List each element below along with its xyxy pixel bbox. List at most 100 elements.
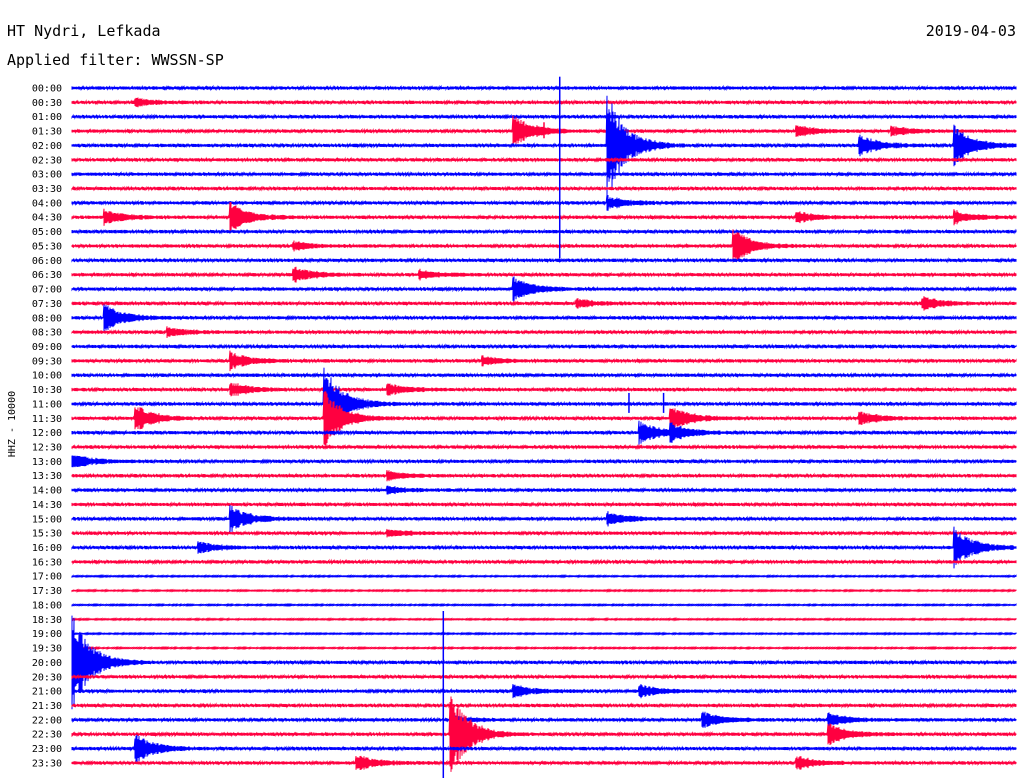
row-time-label: 15:30 (32, 529, 62, 540)
seismic-trace (71, 296, 1017, 311)
row-time-label: 19:00 (32, 629, 62, 640)
row-time-label: 03:00 (32, 170, 62, 181)
row-time-label: 22:00 (32, 715, 62, 726)
row-time-label: 10:00 (32, 371, 62, 382)
row-time-label: 06:30 (32, 270, 62, 281)
row-time-label: 23:30 (32, 758, 62, 769)
row-time-label: 05:00 (32, 227, 62, 238)
date-label: 2019-04-03 (925, 22, 1016, 40)
seismic-trace (71, 455, 1017, 468)
row-time-label: 06:00 (32, 256, 62, 267)
seismic-trace (71, 382, 1017, 397)
row-time-label: 20:30 (32, 672, 62, 683)
row-time-label: 12:00 (32, 428, 62, 439)
seismic-trace (71, 696, 1017, 772)
seismic-trace (71, 326, 1017, 338)
row-time-label: 16:30 (32, 557, 62, 568)
seismic-trace (71, 113, 1017, 120)
seismic-trace (71, 371, 1017, 379)
seismic-trace (71, 350, 1017, 372)
row-time-label: 22:30 (32, 730, 62, 741)
seismic-trace (71, 170, 1017, 178)
row-time-label: 05:30 (32, 241, 62, 252)
seismic-trace (71, 470, 1017, 482)
seismic-trace (71, 673, 1017, 681)
seismic-trace (71, 84, 1017, 92)
seismic-trace (71, 156, 1017, 164)
station-title: HT Nydri, Lefkada (7, 22, 161, 40)
seismic-trace (71, 573, 1017, 579)
row-time-label: 13:00 (32, 457, 62, 468)
seismic-trace (71, 504, 1017, 533)
seismic-trace (71, 645, 1017, 651)
seismic-trace (71, 185, 1017, 192)
seismic-trace (71, 702, 1017, 709)
seismic-trace (71, 526, 1017, 569)
seismic-trace (71, 615, 1017, 710)
seismic-trace (71, 711, 1017, 728)
seismic-trace (71, 343, 1017, 350)
row-time-label: 08:00 (32, 313, 62, 324)
row-time-label: 04:30 (32, 213, 62, 224)
row-time-label: 23:00 (32, 744, 62, 755)
seismic-trace (71, 97, 1017, 108)
seismic-trace (71, 391, 1017, 446)
row-time-label: 10:30 (32, 385, 62, 396)
row-time-label: 09:00 (32, 342, 62, 353)
seismic-trace (71, 202, 1017, 233)
seismic-trace (71, 367, 1017, 441)
seismic-trace (71, 485, 1017, 495)
trace-group (71, 76, 1017, 778)
seismic-trace (71, 528, 1017, 538)
row-time-label: 01:00 (32, 112, 62, 123)
row-time-label: 18:00 (32, 600, 62, 611)
seismic-trace (71, 617, 1017, 622)
seismic-trace (71, 501, 1017, 508)
seismic-trace (71, 631, 1017, 636)
seismic-trace (71, 558, 1017, 566)
seismic-trace (71, 304, 1017, 332)
seismic-trace (71, 443, 1017, 451)
row-time-label: 14:30 (32, 500, 62, 511)
seismic-trace (71, 684, 1017, 699)
row-time-label: 20:00 (32, 658, 62, 669)
row-time-label: 08:30 (32, 328, 62, 339)
row-time-label: 02:30 (32, 155, 62, 166)
row-time-label: 21:30 (32, 701, 62, 712)
row-time-label: 00:00 (32, 84, 62, 95)
row-time-label: 18:30 (32, 615, 62, 626)
seismic-trace (71, 734, 1017, 763)
tick-labels: 00:00 00:30 01:00 01:30 02:00 02:30 03:00 03:30… (32, 84, 62, 770)
row-time-label: 11:00 (32, 399, 62, 410)
seismic-trace (71, 95, 1017, 196)
seismic-trace (71, 228, 1017, 235)
seismic-trace (71, 602, 1017, 608)
seismic-trace (71, 257, 1017, 264)
row-time-label: 02:00 (32, 141, 62, 152)
row-time-label: 17:30 (32, 586, 62, 597)
row-time-label: 03:30 (32, 184, 62, 195)
filter-label: Applied filter: WWSSN-SP (7, 51, 224, 69)
row-time-label: 01:30 (32, 127, 62, 138)
row-time-label: 13:30 (32, 471, 62, 482)
row-time-label: 17:00 (32, 572, 62, 583)
seismic-trace (71, 229, 1017, 263)
seismic-trace (71, 588, 1017, 593)
row-time-label: 14:00 (32, 486, 62, 497)
channel-label: HHZ - 10000 (7, 391, 18, 457)
row-time-label: 00:30 (32, 98, 62, 109)
row-time-label: 15:00 (32, 514, 62, 525)
row-time-label: 16:00 (32, 543, 62, 554)
row-time-label: 11:30 (32, 414, 62, 425)
row-time-label: 07:30 (32, 299, 62, 310)
row-time-label: 21:00 (32, 687, 62, 698)
row-time-label: 07:00 (32, 285, 62, 296)
seismic-trace (71, 194, 1017, 211)
row-time-label: 09:30 (32, 356, 62, 367)
row-time-label: 04:00 (32, 198, 62, 209)
seismic-trace (71, 276, 1017, 302)
seismic-trace (71, 755, 1017, 770)
seismic-trace (71, 420, 1017, 445)
row-time-label: 12:30 (32, 443, 62, 454)
